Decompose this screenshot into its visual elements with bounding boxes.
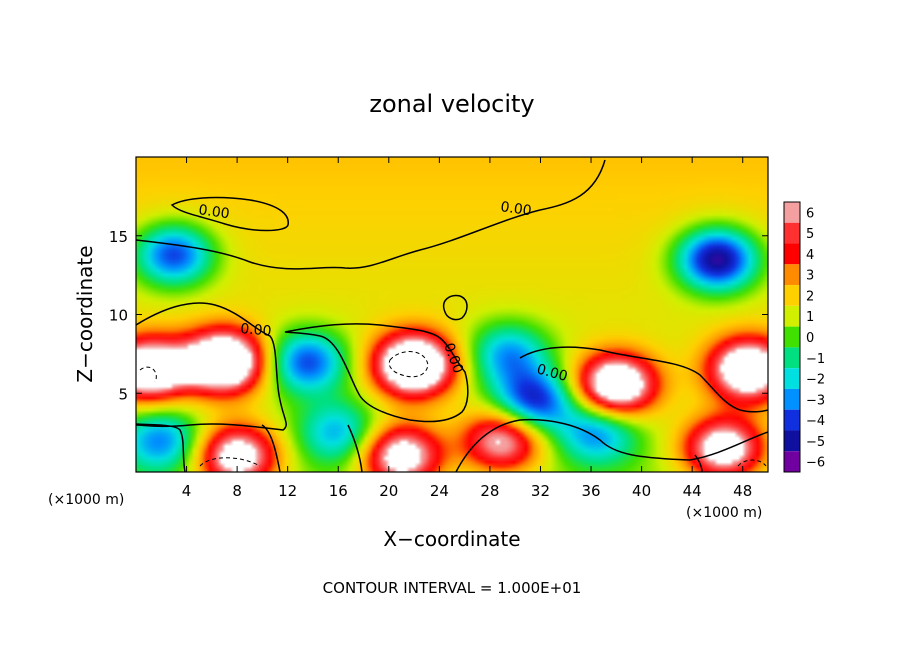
x-axis: 4 8 12 16 20 24 28 32 36 40 44 48	[182, 157, 752, 500]
colorbar-swatch-9	[784, 388, 800, 410]
zero-contour-right	[519, 346, 768, 413]
colorbar-swatch-12	[784, 451, 800, 472]
colorbar-label-11: −5	[806, 435, 825, 450]
x-tick-label-5: 24	[430, 482, 449, 500]
contour-label-2: 0.00	[499, 199, 532, 219]
colorbar-swatch-8	[784, 368, 800, 389]
zero-contour-lower	[136, 418, 768, 472]
colorbar-label-8: −2	[806, 373, 825, 388]
colorbar-swatch-3	[784, 264, 800, 286]
inner-contour-bottom	[199, 457, 261, 467]
colorbar-label-0: 6	[806, 206, 814, 221]
y-tick-label-0: 5	[118, 385, 128, 403]
x-tick-label-3: 16	[329, 482, 348, 500]
x-tick-label-2: 12	[278, 482, 297, 500]
x-unit-right: (×1000 m)	[686, 505, 762, 521]
y-tick-label-1: 10	[109, 307, 128, 325]
colorbar-label-6: 0	[806, 331, 814, 346]
zero-contour-mid-left	[136, 302, 287, 431]
inner-contours	[139, 351, 767, 467]
x-tick-label-6: 28	[480, 482, 499, 500]
zero-contour-upper	[136, 159, 606, 270]
colorbar-swatch-6	[784, 326, 800, 348]
chart-title: zonal velocity	[369, 90, 534, 118]
x-tick-label-0: 4	[182, 482, 192, 500]
colorbar-label-5: 1	[806, 310, 814, 325]
x-axis-label: X−coordinate	[383, 527, 520, 551]
colorbar-label-4: 2	[806, 289, 814, 304]
x-tick-label-4: 20	[379, 482, 398, 500]
colorbar-swatch-4	[784, 285, 800, 306]
x-tick-label-10: 44	[683, 482, 702, 500]
heatmap-field	[136, 157, 768, 472]
colorbar-label-7: −1	[806, 352, 825, 367]
colorbar-label-9: −3	[806, 393, 825, 408]
colorbar-swatch-0	[784, 202, 800, 223]
colorbar-label-12: −6	[806, 456, 825, 471]
contour-label-1: 0.00	[197, 202, 230, 222]
colorbar-label-2: 4	[806, 248, 814, 263]
colorbar-label-10: −4	[806, 414, 825, 429]
colorbar-swatch-10	[784, 409, 800, 431]
colorbar: 6 5 4 3 2 1 0 −1 −2 −3 −4 −5 −6	[783, 201, 825, 473]
y-tick-label-2: 15	[109, 228, 128, 246]
contour-label-5: 0.00	[535, 361, 569, 385]
zero-contour-small-loop	[443, 294, 468, 321]
zero-contour-mid-centre	[284, 323, 469, 423]
inner-contour-left	[139, 366, 157, 383]
zero-contour-right-lower	[694, 454, 703, 472]
colorbar-frame	[783, 201, 801, 473]
colorbar-swatch-2	[784, 243, 800, 265]
y-axis: 5 10 15	[109, 228, 768, 403]
contour-label-3: 0.00	[240, 321, 272, 340]
colorbar-swatch-1	[784, 222, 800, 244]
contour-interval-note: CONTOUR INTERVAL = 1.000E+01	[323, 579, 582, 597]
y-axis-label: Z−coordinate	[73, 245, 97, 382]
x-tick-label-11: 48	[733, 482, 752, 500]
x-tick-label-1: 8	[232, 482, 242, 500]
x-unit-left: (×1000 m)	[48, 492, 124, 508]
x-tick-label-8: 36	[581, 482, 600, 500]
colorbar-swatch-11	[784, 430, 800, 452]
x-tick-label-7: 32	[531, 482, 550, 500]
colorbar-swatch-5	[784, 305, 800, 327]
colorbar-label-1: 5	[806, 227, 814, 242]
colorbar-label-3: 3	[806, 269, 814, 284]
zero-contours	[136, 159, 768, 472]
inner-contour-right	[737, 459, 767, 467]
zero-contour-closed-top	[170, 196, 289, 232]
inner-contour-centre	[388, 351, 429, 378]
colorbar-swatch-7	[784, 347, 800, 369]
x-tick-label-9: 40	[632, 482, 651, 500]
